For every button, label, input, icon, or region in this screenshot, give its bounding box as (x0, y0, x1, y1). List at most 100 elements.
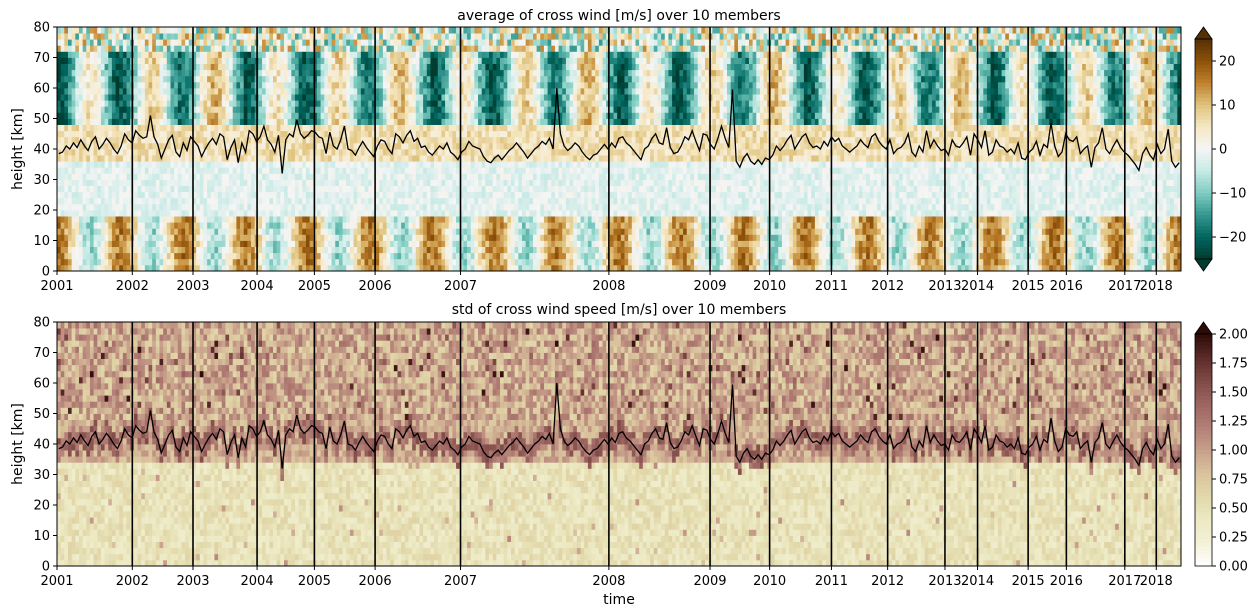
heatmap-cell (309, 228, 314, 235)
heatmap-cell (452, 106, 457, 113)
heatmap-cell (236, 222, 241, 229)
heatmap-cell (60, 197, 65, 205)
heatmap-cell (441, 234, 446, 241)
heatmap-cell (489, 155, 494, 162)
heatmap-cell (265, 222, 270, 229)
heatmap-cell (368, 81, 373, 89)
heatmap-cell (111, 167, 116, 174)
heatmap-cell (481, 264, 486, 271)
heatmap-cell (174, 191, 179, 199)
heatmap-cell (503, 69, 508, 77)
heatmap-cell (390, 203, 395, 211)
heatmap-cell (474, 191, 479, 199)
heatmap-cell (309, 246, 314, 254)
heatmap-cell (437, 234, 442, 241)
heatmap-cell (258, 210, 263, 217)
heatmap-cell (324, 258, 329, 266)
heatmap-cell (185, 94, 190, 101)
heatmap-cell (456, 179, 461, 186)
heatmap-cell (507, 94, 512, 101)
heatmap-cell (456, 51, 461, 58)
heatmap-cell (331, 179, 336, 186)
heatmap-cell (141, 240, 146, 247)
heatmap-cell (390, 252, 395, 260)
heatmap-cell (393, 197, 398, 205)
heatmap-cell (305, 69, 311, 77)
heatmap-cell (463, 100, 468, 107)
heatmap-cell (284, 81, 289, 89)
heatmap-cell (302, 51, 307, 58)
heatmap-cell (485, 216, 490, 223)
heatmap-cell (93, 246, 98, 254)
heatmap-cell (148, 106, 153, 113)
heatmap-cell (60, 246, 65, 254)
heatmap-cell (174, 252, 179, 260)
heatmap-cell (346, 222, 351, 229)
heatmap-cell (144, 57, 149, 64)
heatmap-cell (82, 167, 87, 174)
heatmap-cell (305, 27, 311, 34)
heatmap-cell (100, 88, 105, 95)
heatmap-cell (298, 191, 303, 199)
heatmap-cell (364, 27, 369, 34)
heatmap-cell (496, 45, 501, 52)
heatmap-cell (294, 222, 300, 229)
heatmap-cell (247, 216, 252, 223)
heatmap-cell (507, 185, 512, 193)
heatmap-cell (459, 216, 464, 223)
heatmap-cell (258, 228, 263, 235)
heatmap-cell (192, 88, 197, 95)
heatmap-cell (441, 51, 446, 58)
heatmap-cell (258, 75, 263, 83)
heatmap-cell (181, 149, 186, 156)
heatmap-cell (258, 136, 263, 144)
heatmap-cell (181, 142, 186, 150)
heatmap-cell (331, 173, 336, 180)
heatmap-cell (481, 161, 486, 168)
heatmap-cell (390, 106, 395, 113)
heatmap-cell (280, 94, 285, 101)
heatmap-cell (375, 155, 380, 162)
heatmap-cell (133, 39, 138, 46)
heatmap-cell (342, 142, 347, 150)
heatmap-cell (437, 69, 442, 77)
heatmap-cell (199, 130, 204, 138)
heatmap-cell (71, 63, 76, 71)
heatmap-cell (67, 33, 73, 40)
heatmap-cell (265, 191, 270, 199)
heatmap-cell (316, 210, 322, 217)
heatmap-cell (342, 234, 347, 241)
heatmap-cell (357, 94, 362, 101)
heatmap-cell (415, 167, 420, 174)
heatmap-cell (64, 179, 69, 186)
heatmap-cell (496, 39, 501, 46)
heatmap-cell (104, 234, 109, 241)
heatmap-cell (240, 100, 245, 107)
heatmap-cell (152, 124, 157, 132)
heatmap-cell (481, 142, 486, 150)
heatmap-cell (273, 27, 278, 34)
heatmap-cell (452, 167, 457, 174)
heatmap-cell (382, 81, 387, 89)
heatmap-cell (360, 81, 365, 89)
heatmap-cell (82, 81, 87, 89)
heatmap-cell (481, 69, 486, 77)
heatmap-cell (379, 33, 384, 40)
heatmap-cell (401, 179, 406, 186)
heatmap-cell (144, 222, 149, 229)
heatmap-cell (240, 75, 245, 83)
heatmap-cell (353, 161, 358, 168)
heatmap-cell (426, 106, 431, 113)
heatmap-cell (397, 39, 402, 46)
heatmap-cell (353, 81, 358, 89)
heatmap-cell (419, 94, 424, 101)
heatmap-cell (57, 161, 62, 168)
heatmap-cell (426, 94, 431, 101)
heatmap-cell (155, 155, 160, 162)
heatmap-cell (419, 39, 424, 46)
heatmap-cell (100, 142, 105, 150)
heatmap-cell (430, 69, 435, 77)
heatmap-cell (258, 155, 263, 162)
heatmap-cell (199, 203, 204, 211)
heatmap-cell (210, 106, 215, 113)
